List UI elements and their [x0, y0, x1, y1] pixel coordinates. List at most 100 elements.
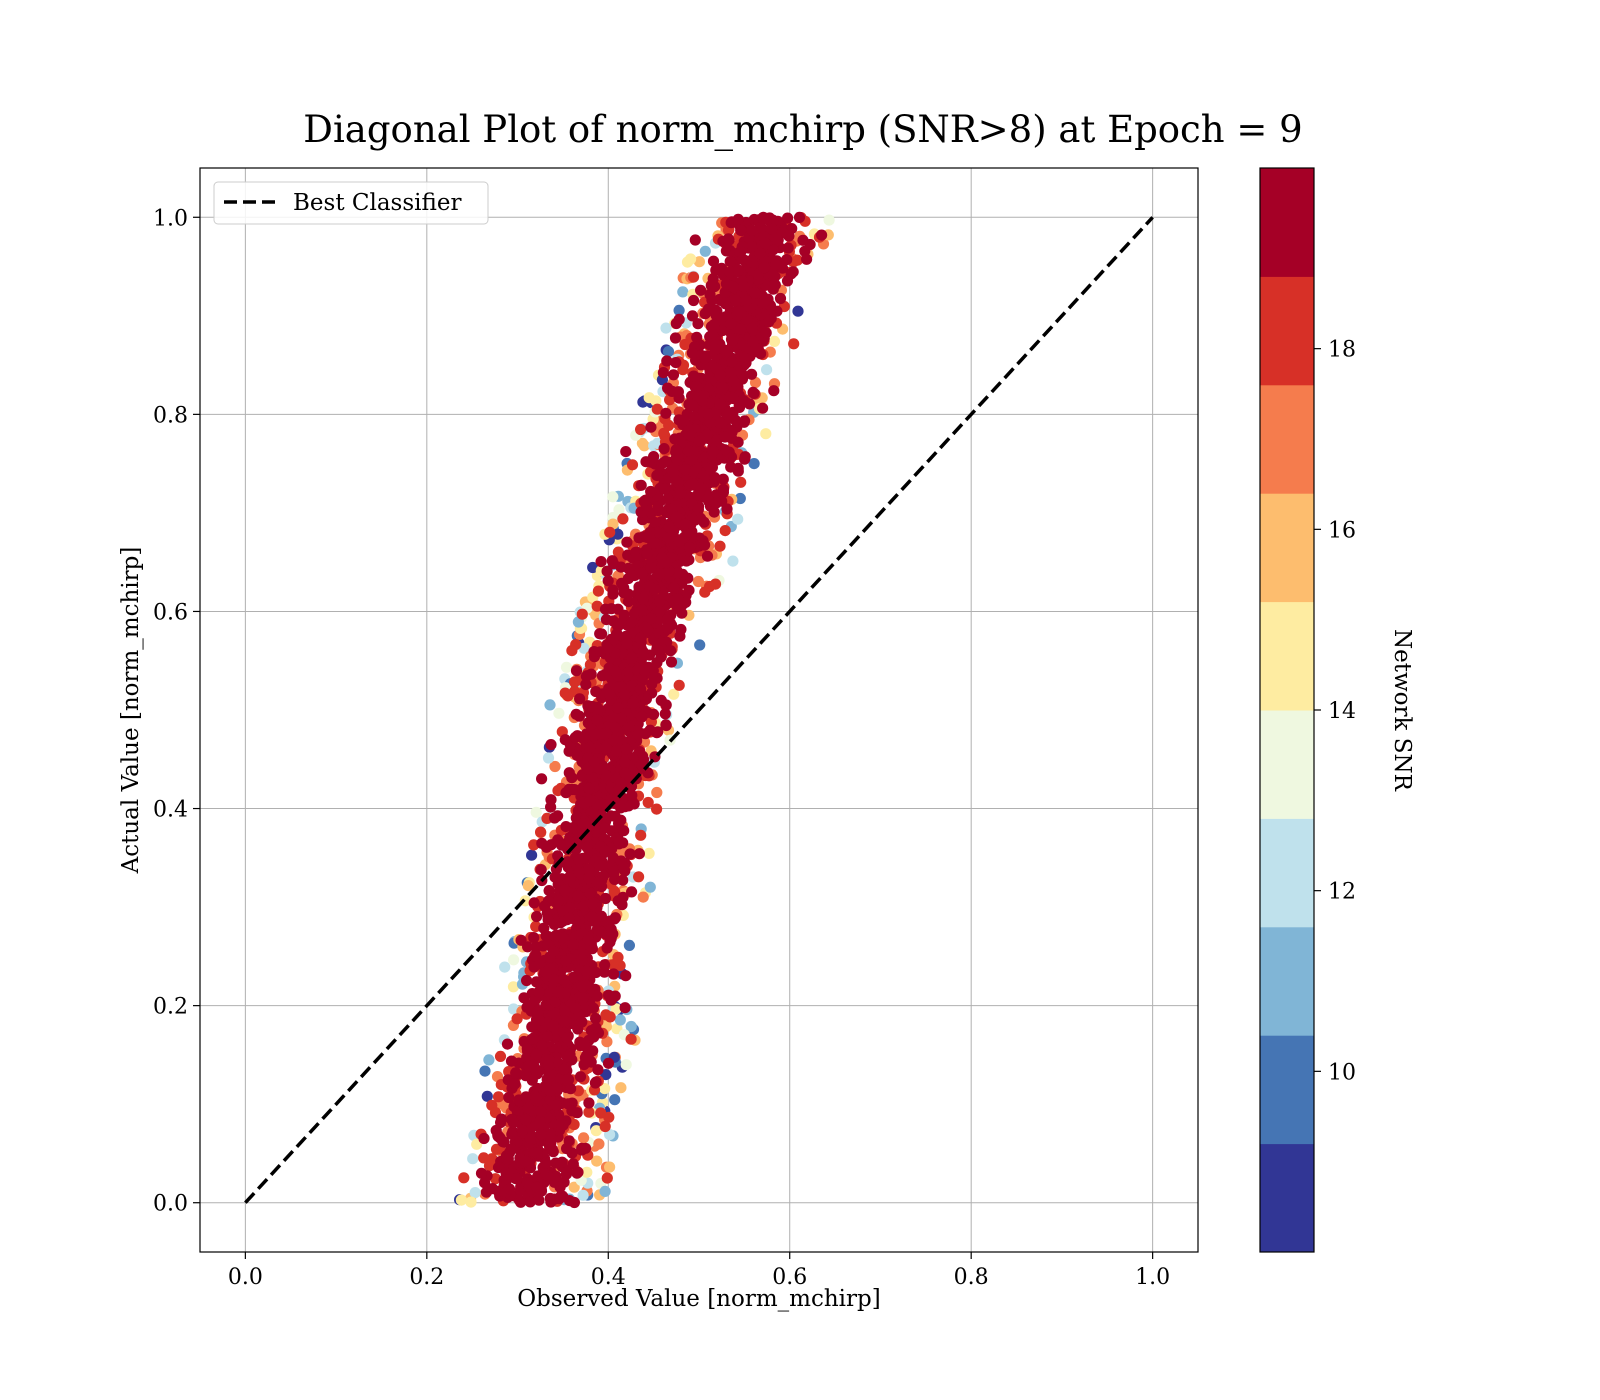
scatter-point [558, 1063, 570, 1075]
x-axis-label: Observed Value [norm_mchirp] [517, 1286, 880, 1312]
scatter-point [580, 678, 592, 691]
scatter-point [679, 518, 691, 530]
scatter-point [550, 929, 563, 941]
scatter-point [699, 352, 711, 364]
scatter-point [607, 491, 619, 503]
scatter-point [717, 483, 730, 495]
scatter-point [604, 1011, 616, 1023]
scatter-point [717, 381, 729, 393]
scatter-point [770, 259, 782, 271]
colorbar-bin [1260, 168, 1314, 277]
scatter-point [562, 690, 574, 702]
scatter-point [574, 1071, 587, 1083]
scatter-point [611, 1023, 623, 1035]
scatter-point [688, 294, 700, 307]
scatter-point [677, 286, 689, 298]
y-tick-label: 0.8 [153, 403, 188, 428]
scatter-point [617, 513, 629, 525]
scatter-point [612, 702, 624, 714]
scatter-point [782, 212, 794, 224]
scatter-point [643, 847, 655, 860]
scatter-point [550, 1170, 562, 1183]
scatter-point [586, 911, 598, 923]
scatter-point [603, 989, 615, 1001]
scatter-point [530, 976, 543, 988]
scatter-point [648, 537, 660, 549]
scatter-point [615, 896, 627, 908]
scatter-point [673, 535, 686, 547]
scatter-point [781, 254, 793, 266]
scatter-point [523, 1060, 535, 1072]
scatter-point [576, 981, 589, 993]
scatter-point [664, 394, 676, 406]
scatter-point [574, 693, 586, 705]
scatter-point [704, 580, 716, 593]
scatter-point [617, 874, 629, 886]
scatter-point [720, 278, 733, 290]
scatter-point [746, 368, 758, 380]
scatter-point [577, 992, 589, 1004]
scatter-point [605, 923, 617, 935]
scatter-point [507, 1117, 519, 1129]
scatter-point [727, 392, 740, 405]
scatter-point [688, 370, 700, 382]
x-tick-label: 0.4 [591, 1265, 626, 1290]
scatter-point [544, 1085, 556, 1097]
scatter-point [604, 688, 616, 700]
scatter-point [662, 346, 675, 358]
x-tick-label: 0.0 [228, 1265, 263, 1290]
scatter-point [740, 295, 753, 307]
scatter-point [721, 344, 733, 357]
scatter-point [604, 1161, 616, 1173]
scatter-point [590, 966, 602, 979]
scatter-point [634, 632, 647, 645]
scatter-point [680, 555, 693, 567]
scatter-point [599, 603, 612, 615]
scatter-point [531, 1065, 543, 1077]
scatter-point [492, 1091, 505, 1103]
best-classifier-line-group [244, 216, 1154, 1204]
scatter-point [600, 742, 612, 754]
scatter-point [609, 1094, 621, 1106]
scatter-point [590, 1022, 602, 1034]
scatter-point [766, 223, 778, 235]
scatter-point [659, 708, 671, 720]
scatter-point [602, 1057, 615, 1069]
scatter-point [733, 306, 746, 318]
scatter-point [553, 894, 565, 907]
scatter-point [595, 926, 607, 938]
scatter-point [651, 803, 663, 815]
scatter-point [553, 707, 565, 719]
scatter-point [797, 234, 809, 246]
scatter-point [746, 241, 758, 253]
scatter-point [658, 457, 670, 469]
scatter-point [544, 699, 556, 711]
scatter-point [469, 1187, 481, 1199]
scatter-point [748, 458, 760, 470]
x-tick-label: 0.2 [409, 1265, 444, 1290]
scatter-point [531, 1147, 544, 1159]
scatter-point [683, 445, 695, 457]
scatter-point [551, 1056, 564, 1068]
scatter-point [592, 876, 604, 888]
scatter-point [621, 637, 633, 650]
scatter-point [695, 482, 707, 494]
scatter-point [543, 1060, 555, 1072]
scatter-point [669, 433, 681, 445]
scatter-point [562, 1098, 574, 1110]
scatter-point [526, 849, 538, 861]
scatter-point [565, 1083, 577, 1095]
legend-box [213, 181, 489, 225]
scatter-point [591, 1155, 603, 1167]
scatter-point [606, 555, 618, 567]
scatter-point [702, 408, 714, 420]
scatter-point [722, 233, 735, 245]
scatter-point [660, 719, 672, 731]
scatter-point [660, 407, 672, 419]
scatter-point [599, 1185, 611, 1197]
colorbar-tick-label: 14 [1328, 699, 1356, 724]
scatter-point [729, 414, 741, 426]
scatter-point [561, 1050, 573, 1063]
scatter-point [689, 234, 701, 246]
scatter-point [633, 871, 645, 883]
